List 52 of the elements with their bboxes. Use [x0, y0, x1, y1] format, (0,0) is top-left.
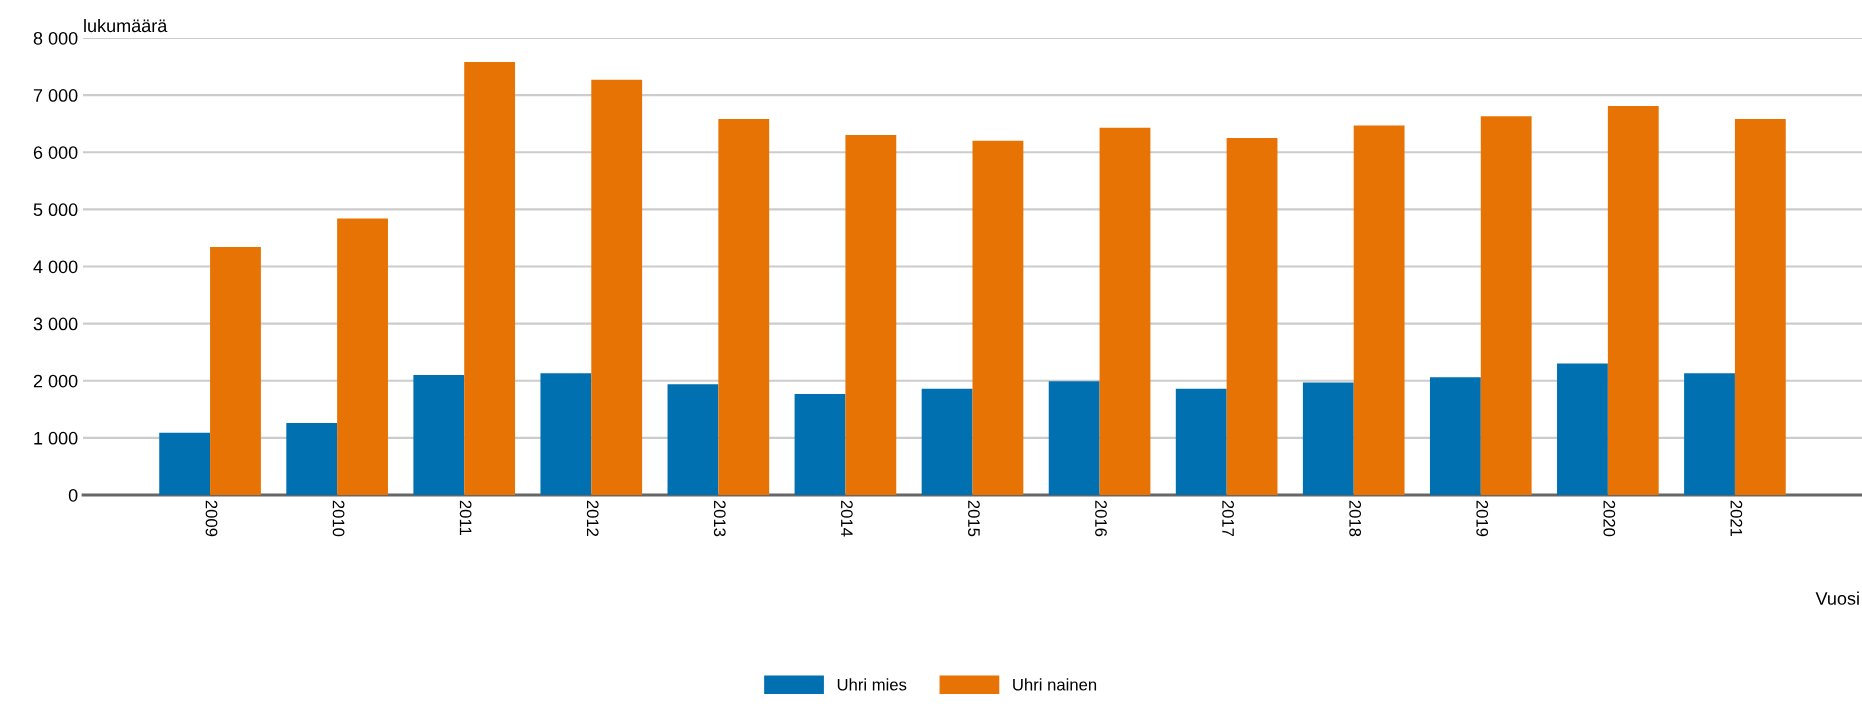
- x-tick-label: 2021: [1730, 500, 1743, 537]
- x-tick-label: 2020: [1603, 500, 1616, 537]
- bar: [667, 384, 719, 495]
- bar: [1048, 381, 1100, 495]
- x-tick-label: 2013: [713, 500, 726, 537]
- bar: [1557, 363, 1608, 495]
- y-axis-title: lukumäärä: [84, 18, 168, 33]
- x-tick-label: 2016: [1095, 500, 1107, 537]
- bar: [591, 79, 643, 495]
- x-tick-label: 2010: [332, 500, 345, 537]
- bar: [286, 423, 338, 495]
- bar: [921, 388, 973, 495]
- bar: [1175, 388, 1227, 495]
- bar: [1429, 377, 1481, 495]
- y-tick-label: 0: [68, 488, 78, 502]
- y-tick-label: 8 000: [33, 31, 78, 45]
- bar: [1226, 137, 1278, 495]
- y-tick-label: 2 000: [33, 374, 78, 388]
- x-tick-label: 2019: [1476, 500, 1489, 537]
- bar: [1302, 382, 1354, 495]
- bar: [1099, 127, 1151, 495]
- x-axis-title: Vuosi: [1815, 591, 1859, 605]
- x-tick-label: 2012: [586, 500, 599, 537]
- bar: [845, 135, 897, 495]
- bar: [794, 393, 846, 495]
- bar: [1480, 116, 1532, 495]
- x-tick-label: 2017: [1222, 500, 1234, 537]
- bar: [1734, 119, 1786, 495]
- x-tick-label: 2009: [205, 500, 218, 537]
- bar: [1607, 105, 1659, 495]
- bar: [972, 140, 1024, 495]
- y-tick-label: 3 000: [33, 317, 78, 331]
- bar: [413, 375, 465, 495]
- bar: [1353, 125, 1405, 495]
- y-tick-label: 5 000: [33, 203, 78, 217]
- bar: [540, 373, 592, 495]
- x-tick-label: 2015: [968, 500, 980, 537]
- y-tick-label: 6 000: [33, 146, 78, 159]
- bar: [464, 61, 516, 495]
- bar: [210, 247, 261, 495]
- x-tick-label: 2014: [840, 500, 853, 537]
- y-tick-label: 4 000: [33, 260, 78, 274]
- y-tick-label: 1 000: [34, 431, 78, 445]
- x-tick-label: 2018: [1349, 500, 1362, 537]
- bar: [337, 218, 388, 495]
- legend-label: Uhri mies: [837, 678, 907, 691]
- y-tick-label: 7 000: [33, 89, 78, 102]
- bar: [718, 119, 770, 495]
- legend-label: Uhri nainen: [1013, 678, 1097, 691]
- bar: [159, 432, 211, 495]
- x-tick-label: 2011: [459, 500, 472, 535]
- bar: [1684, 373, 1735, 495]
